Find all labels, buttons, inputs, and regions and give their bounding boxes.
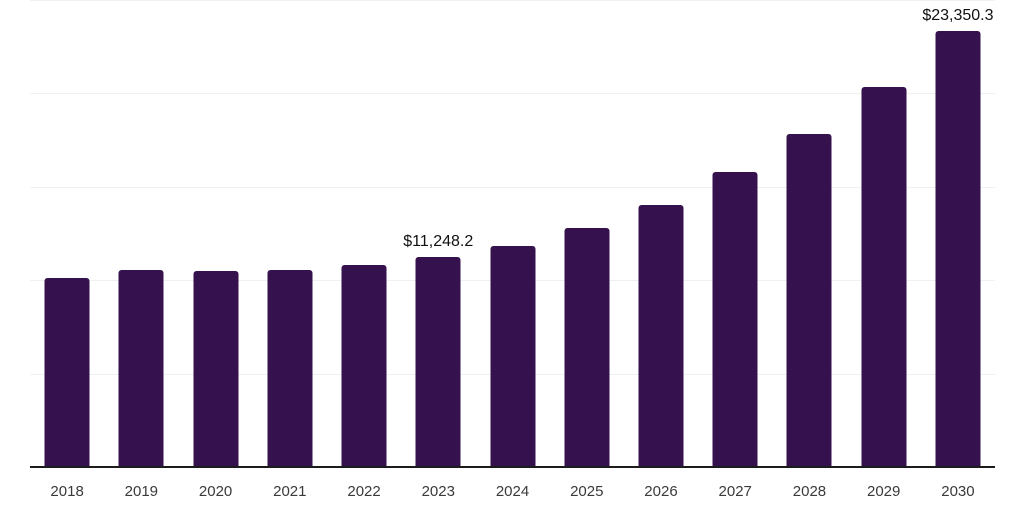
gridline-25000 <box>30 0 995 1</box>
bar-slot-2027 <box>698 0 772 467</box>
bar-2022 <box>341 264 387 467</box>
gridline-15000 <box>30 186 995 188</box>
bar-slot-2021 <box>253 0 327 467</box>
bar-2019 <box>118 269 164 467</box>
bar-2026 <box>638 205 684 467</box>
bar-slot-2025 <box>550 0 624 467</box>
bar-2025 <box>564 228 610 467</box>
x-axis-tick-label-2024: 2024 <box>495 483 530 500</box>
bar-2018 <box>44 278 90 467</box>
x-axis-tick-label-2019: 2019 <box>124 483 159 500</box>
x-axis-tick-label-2028: 2028 <box>792 483 827 500</box>
bar-2024 <box>490 245 536 467</box>
x-axis-tick-label-2020: 2020 <box>198 483 233 500</box>
x-axis-tick-label-2018: 2018 <box>50 483 84 500</box>
x-axis-tick-label-2022: 2022 <box>347 483 381 500</box>
bar-slot-2018 <box>30 0 104 467</box>
bar-2023 <box>415 256 461 467</box>
bar-slot-2028 <box>772 0 846 467</box>
bar-slot-2022 <box>327 0 401 467</box>
bar-2021 <box>267 269 313 467</box>
x-axis-tick-label-2027: 2027 <box>718 483 752 500</box>
bar-2027 <box>712 172 758 467</box>
x-axis-tick-label-2030: 2030 <box>941 483 975 500</box>
bar-slot-2026 <box>624 0 698 467</box>
bar-2029 <box>861 87 907 467</box>
bar-slot-2029 <box>847 0 921 467</box>
plot-area: $11,248.2 $23,350.3 <box>30 0 995 468</box>
bars-row: $11,248.2 $23,350.3 <box>30 0 995 467</box>
x-axis-tick-label-2025: 2025 <box>570 483 604 500</box>
bar-2030 <box>935 30 981 467</box>
bar-slot-2024 <box>475 0 549 467</box>
x-axis-line <box>30 466 995 468</box>
x-axis-tick-label-2021: 2021 <box>273 483 307 500</box>
x-axis-tick-label-2023: 2023 <box>421 483 455 500</box>
bar-2028 <box>786 133 832 467</box>
x-axis-tick-label-2029: 2029 <box>867 483 901 500</box>
bar-slot-2023: $11,248.2 <box>401 0 475 467</box>
gridline-20000 <box>30 93 995 95</box>
bar-slot-2019 <box>104 0 178 467</box>
bar-2020 <box>193 270 239 467</box>
x-axis-tick-label-2026: 2026 <box>644 483 678 500</box>
bar-slot-2020 <box>178 0 252 467</box>
bar-slot-2030: $23,350.3 <box>921 0 995 467</box>
data-label-2030: $23,350.3 <box>922 6 994 24</box>
x-axis: 2018 2019 2020 2021 2022 2023 2024 2025 2026 2027… <box>30 482 995 502</box>
data-label-2023: $11,248.2 <box>403 232 474 250</box>
